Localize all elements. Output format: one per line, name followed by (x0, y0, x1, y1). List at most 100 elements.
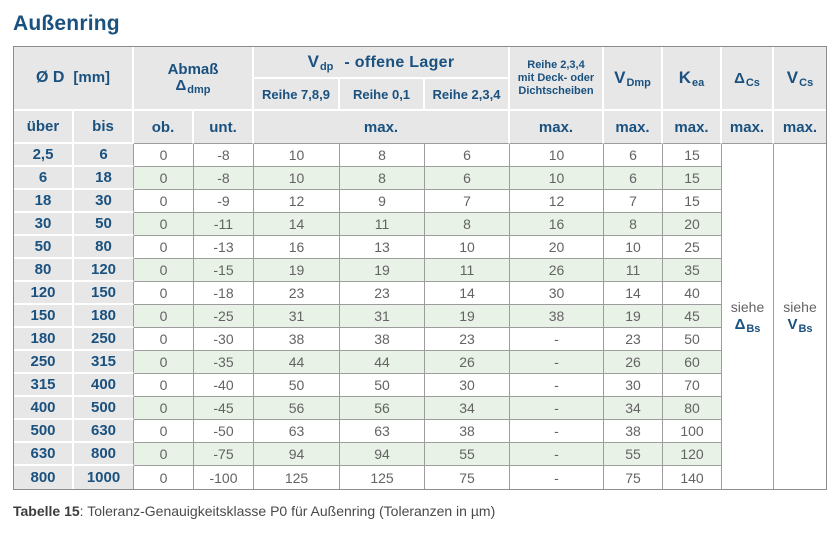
value-cell: -18 (194, 282, 254, 305)
value-cell: 14 (254, 213, 340, 236)
table-header: Ø D [mm] Abmaß Δdmp Vdp - offene Lager Rei… (14, 47, 826, 144)
value-cell: 38 (340, 328, 425, 351)
value-cell: 10 (254, 167, 340, 190)
table-row: 150 180 0 -25 31 31 19 38 19 45 (14, 305, 826, 328)
range-cell: 250 (74, 328, 134, 351)
value-cell: 9 (340, 190, 425, 213)
value-cell: - (510, 328, 604, 351)
col-header-vdmp: VDmp (604, 47, 663, 111)
range-cell: 6 (14, 167, 74, 190)
value-cell: 38 (425, 420, 510, 443)
value-cell: 12 (510, 190, 604, 213)
col-header-kea: Kea (663, 47, 722, 111)
range-cell: 180 (14, 328, 74, 351)
range-cell: 1000 (74, 466, 134, 489)
abmass-symbol: Δdmp (175, 77, 211, 97)
value-cell: 125 (254, 466, 340, 489)
range-cell: 2,5 (14, 144, 74, 167)
table-row: 800 1000 0 -100 125 125 75-75 140 (14, 466, 826, 489)
value-cell: 31 (340, 305, 425, 328)
value-cell: -75 (194, 443, 254, 466)
value-cell: 30 (425, 374, 510, 397)
value-cell: 10 (254, 144, 340, 167)
value-cell: - (510, 351, 604, 374)
value-cell: 8 (425, 213, 510, 236)
value-cell: 0 (134, 259, 194, 282)
value-cell: 23 (340, 282, 425, 305)
value-cell: 15 (663, 144, 722, 167)
value-cell: 0 (134, 282, 194, 305)
col-header-sealed: Reihe 2,3,4 mit Deck- oder Dichtscheiben (510, 47, 604, 111)
value-cell: 50 (340, 374, 425, 397)
col-header-max-vdp: max. (254, 111, 510, 144)
table-row: 6 18 0 -8 10 8 6 10 6 15 (14, 167, 826, 190)
table-row: 120 150 0 -18 23 23 14 30 14 40 (14, 282, 826, 305)
value-cell: 44 (340, 351, 425, 374)
range-cell: 800 (74, 443, 134, 466)
range-cell: 18 (14, 190, 74, 213)
value-cell: 50 (254, 374, 340, 397)
value-cell: 94 (254, 443, 340, 466)
value-cell: -9 (194, 190, 254, 213)
table-row: 18 30 0 -9 12 9 7 12 7 15 (14, 190, 826, 213)
value-cell: 55 (425, 443, 510, 466)
value-cell: 23 (254, 282, 340, 305)
range-cell: 80 (74, 236, 134, 259)
value-cell: 0 (134, 236, 194, 259)
value-cell: 8 (604, 213, 663, 236)
value-cell: 56 (340, 397, 425, 420)
value-cell: -40 (194, 374, 254, 397)
table-row: 80 120 0 -15 19 19 11 26 11 35 (14, 259, 826, 282)
value-cell: -13 (194, 236, 254, 259)
table-row: 250 315 0 -35 44 44 26-26 60 (14, 351, 826, 374)
value-cell: 30 (604, 374, 663, 397)
table-row: 2,5 6 0 -8 10 8 6 10 6 15 siehe ΔBs siehe VBs (14, 144, 826, 489)
col-header-diameter: Ø D [mm] (14, 47, 134, 111)
header-row-groups: Ø D [mm] Abmaß Δdmp Vdp - offene Lager Rei… (14, 47, 826, 111)
value-cell: 12 (254, 190, 340, 213)
value-cell: 63 (340, 420, 425, 443)
value-cell: 14 (425, 282, 510, 305)
see-reference-v-bs: siehe VBs (774, 144, 826, 489)
col-header-reihe-789: Reihe 7,8,9 (254, 79, 340, 111)
value-cell: 6 (425, 144, 510, 167)
table-row: 180 250 0 -30 38 38 23-23 50 (14, 328, 826, 351)
table-body: 2,5 6 0 -8 10 8 6 10 6 15 siehe ΔBs siehe VBs 6 18 0 -8 10… (14, 144, 826, 489)
value-cell: -45 (194, 397, 254, 420)
value-cell: 100 (663, 420, 722, 443)
value-cell: 7 (604, 190, 663, 213)
caption-label: Tabelle 15 (13, 503, 80, 519)
value-cell: 13 (340, 236, 425, 259)
value-cell: 6 (604, 144, 663, 167)
value-cell: 80 (663, 397, 722, 420)
value-cell: -8 (194, 167, 254, 190)
table-row: 30 50 0 -11 14 11 8 16 8 20 (14, 213, 826, 236)
value-cell: 34 (425, 397, 510, 420)
value-cell: -50 (194, 420, 254, 443)
caption-text: : Toleranz-Genauigkeitsklasse P0 für Auß… (79, 503, 496, 519)
value-cell: 20 (663, 213, 722, 236)
value-cell: 38 (510, 305, 604, 328)
range-cell: 250 (14, 351, 74, 374)
value-cell: 14 (604, 282, 663, 305)
value-cell: 0 (134, 144, 194, 167)
range-cell: 500 (14, 420, 74, 443)
value-cell: 16 (254, 236, 340, 259)
value-cell: -30 (194, 328, 254, 351)
col-header-delta-cs: ΔCs (722, 47, 774, 111)
table-row: 315 400 0 -40 50 50 30-30 70 (14, 374, 826, 397)
value-cell: 26 (510, 259, 604, 282)
value-cell: 8 (340, 167, 425, 190)
value-cell: 50 (663, 328, 722, 351)
value-cell: 0 (134, 328, 194, 351)
value-cell: 11 (340, 213, 425, 236)
value-cell: 94 (340, 443, 425, 466)
value-cell: 15 (663, 190, 722, 213)
value-cell: 11 (604, 259, 663, 282)
value-cell: 55 (604, 443, 663, 466)
col-header-ob: ob. (134, 111, 194, 144)
value-cell: -35 (194, 351, 254, 374)
col-header-max-kea: max. (663, 111, 722, 144)
value-cell: 26 (425, 351, 510, 374)
value-cell: 10 (510, 144, 604, 167)
